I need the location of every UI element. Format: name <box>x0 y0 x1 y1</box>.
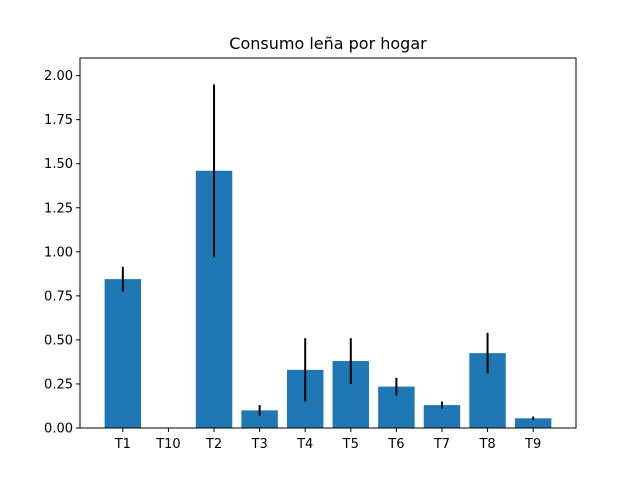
error-bars-group <box>121 84 535 421</box>
x-tick-label-t1: T1 <box>114 437 131 452</box>
y-tick-label-0.50: 0.50 <box>44 333 73 348</box>
x-tick-label-t8: T8 <box>478 437 495 452</box>
x-tick-label-t5: T5 <box>342 437 359 452</box>
x-tick-label-t10: T10 <box>155 437 180 452</box>
x-tick-label-t9: T9 <box>524 437 541 452</box>
bar-t7 <box>423 405 461 428</box>
bar-t9 <box>514 418 552 428</box>
plot-frame <box>79 57 577 429</box>
y-tick-label-0.75: 0.75 <box>44 289 73 304</box>
bar-t3 <box>241 410 278 428</box>
y-tick-label-1.00: 1.00 <box>44 245 73 260</box>
bar-t1 <box>104 279 142 428</box>
y-tick-label-1.25: 1.25 <box>44 201 73 216</box>
x-tick-label-t2: T2 <box>205 437 222 452</box>
x-tick-label-t3: T3 <box>251 437 268 452</box>
bars-group <box>104 170 552 428</box>
x-tick-label-t7: T7 <box>433 437 450 452</box>
x-tick-label-t4: T4 <box>296 437 313 452</box>
y-tick-label-0.00: 0.00 <box>44 422 73 437</box>
x-tick-label-t6: T6 <box>387 437 404 452</box>
y-tick-label-1.75: 1.75 <box>44 113 73 128</box>
chart-title: Consumo leña por hogar <box>229 34 427 53</box>
y-tick-label-1.50: 1.50 <box>44 157 73 172</box>
y-axis: 0.00 0.25 0.50 0.75 1.00 1.25 1.50 1.75 2.00 <box>44 69 80 437</box>
y-tick-label-0.25: 0.25 <box>44 377 73 392</box>
x-axis: T1 T10 T2 T3 T4 T5 T6 T7 T8 T9 <box>114 428 541 452</box>
y-tick-label-2.00: 2.00 <box>44 69 73 84</box>
